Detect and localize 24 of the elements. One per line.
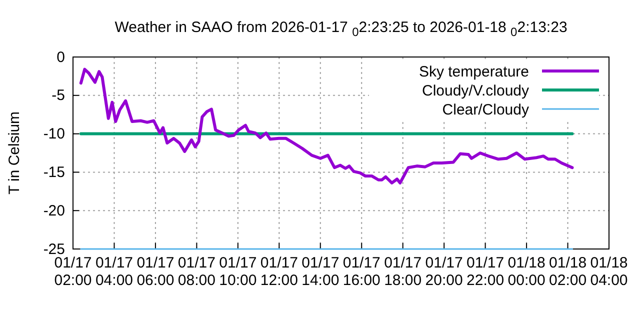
x-tick-label: 01/17 06:00 <box>136 254 174 289</box>
legend-label: Clear/Cloudy <box>442 101 530 118</box>
x-tick-label: 01/18 00:00 <box>508 254 546 289</box>
legend-label: Cloudy/V.cloudy <box>422 82 530 100</box>
x-tick-label: 01/17 08:00 <box>178 254 216 289</box>
x-tick-label: 01/17 10:00 <box>219 254 257 289</box>
y-tick-label: -15 <box>43 164 65 181</box>
y-tick-label: 0 <box>56 48 65 66</box>
x-tick-label: 01/17 04:00 <box>95 254 134 289</box>
x-tick-label: 01/17 12:00 <box>260 254 298 289</box>
x-tick-label: 01/17 20:00 <box>425 254 463 289</box>
y-tick-label: -20 <box>43 202 65 220</box>
x-tick-label: 01/17 18:00 <box>384 254 422 289</box>
y-tick-label: -5 <box>52 87 65 104</box>
x-tick-label: 01/17 14:00 <box>302 254 340 289</box>
x-tick-label: 01/17 22:00 <box>466 254 504 289</box>
x-tick-label: 01/18 04:00 <box>590 254 628 289</box>
chart-title: Weather in SAAO from 2026-01-17 $_{0}$2:23:25 to 2026-01-18 $_{0}$2:13:23 <box>114 19 568 39</box>
y-axis-title: T in Celsium <box>6 111 23 195</box>
legend-label: Sky temperature <box>418 63 529 80</box>
x-tick-label: 01/18 02:00 <box>548 254 587 289</box>
x-tick-label: 01/17 16:00 <box>342 254 380 289</box>
y-tick-label: -10 <box>43 126 65 143</box>
line-series <box>79 68 574 184</box>
